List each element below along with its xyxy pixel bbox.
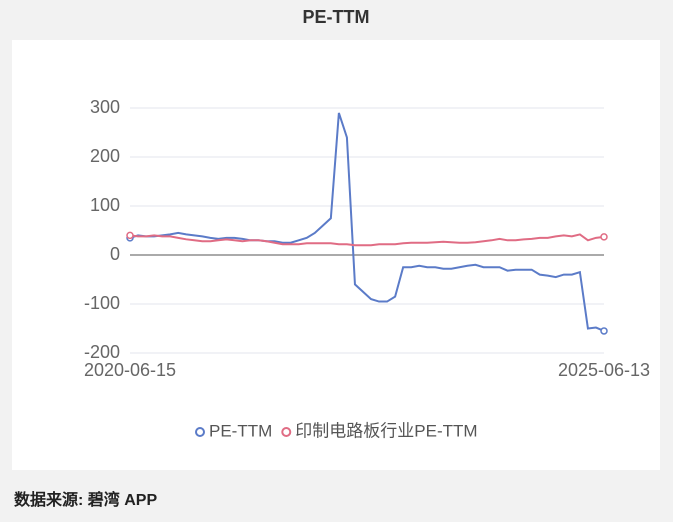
x-tick-label: 2020-06-15	[84, 360, 176, 380]
legend-label: 印制电路板行业PE-TTM	[295, 421, 477, 440]
legend-marker	[281, 427, 292, 437]
source-note: 数据来源: 碧湾 APP	[14, 490, 157, 509]
chart-title: PE-TTM	[303, 7, 370, 27]
series-line	[129, 112, 605, 332]
y-tick-label: -200	[84, 342, 120, 362]
series-line	[129, 233, 605, 247]
x-tick-label: 2025-06-13	[558, 360, 650, 380]
legend-label: PE-TTM	[209, 421, 272, 440]
y-tick-label: 200	[90, 146, 120, 166]
end-marker	[126, 231, 134, 240]
end-marker	[600, 327, 608, 335]
end-marker	[600, 233, 608, 241]
y-tick-label: 0	[110, 244, 120, 264]
y-tick-label: 100	[90, 195, 120, 215]
y-tick-label: 300	[90, 97, 120, 117]
y-tick-label: -100	[84, 293, 120, 313]
legend-marker	[195, 427, 205, 437]
